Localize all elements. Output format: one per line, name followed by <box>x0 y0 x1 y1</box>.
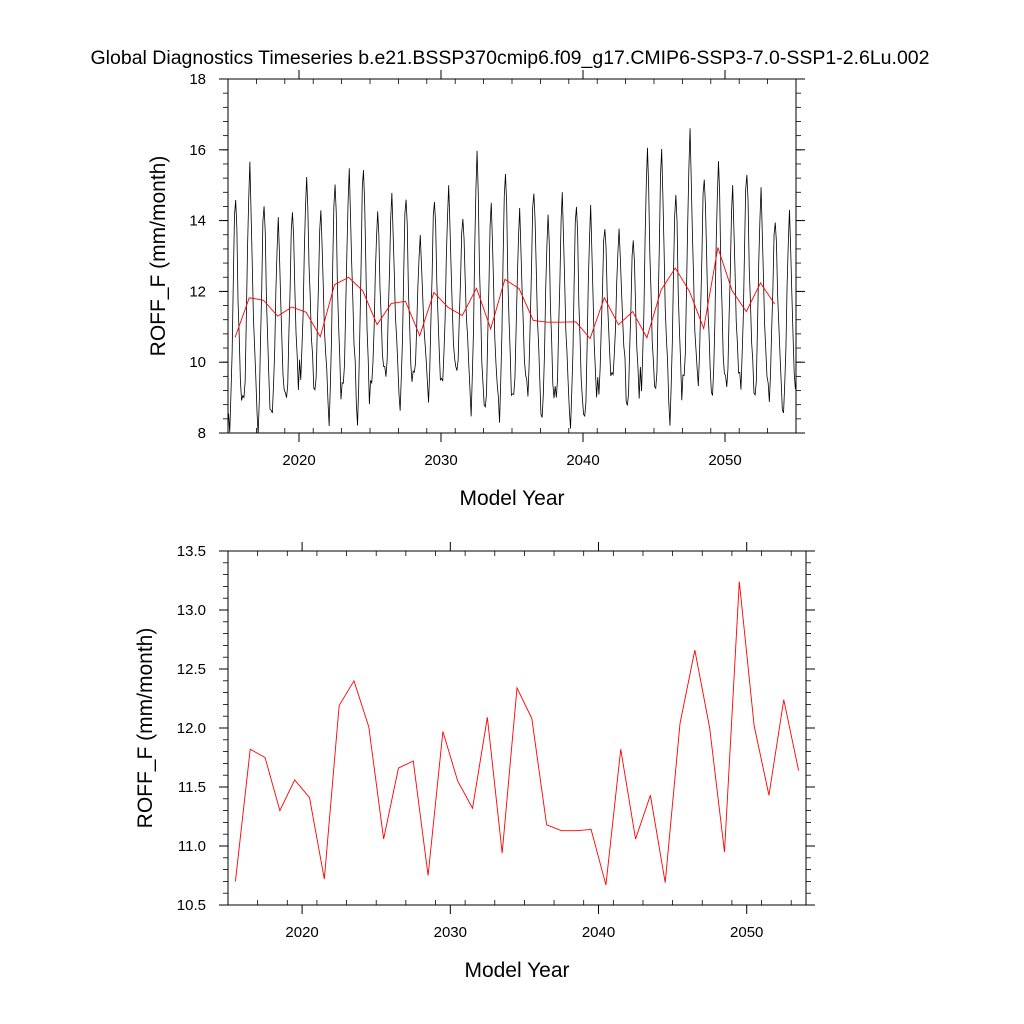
top-y-tick-label: 14 <box>189 213 206 230</box>
top-y-tick-label: 10 <box>189 354 206 371</box>
top-series-line-monthly <box>228 128 796 433</box>
bottom-plot-area <box>234 581 800 886</box>
top-x-tick-label: 2040 <box>566 452 599 469</box>
top-y-tick-label: 12 <box>189 283 206 300</box>
bottom-x-minor-ticks <box>223 550 811 906</box>
top-plot-area <box>228 128 796 433</box>
top-panel: 2020 2030 2040 2050 8 10 12 14 16 18 Model Year ROF… <box>147 70 805 510</box>
bottom-x-axis-label: Model Year <box>464 959 569 982</box>
top-x-tick-label: 2030 <box>424 452 457 469</box>
bottom-x-tick-label: 2020 <box>285 924 318 941</box>
bottom-series-line-annual <box>234 581 800 886</box>
bottom-y-tick-label: 11.5 <box>178 779 206 796</box>
bottom-y-tick-label: 12.0 <box>177 720 206 737</box>
top-x-minor-ticks <box>223 78 801 434</box>
figure-title: Global Diagnostics Timeseries b.e21.BSSP… <box>91 47 930 69</box>
bottom-y-tick-label: 11.0 <box>178 838 206 855</box>
top-x-tick-label: 2050 <box>708 452 741 469</box>
top-series-line-annual <box>234 247 776 340</box>
bottom-x-tick-label: 2050 <box>730 924 763 941</box>
top-x-tick-label: 2020 <box>282 452 315 469</box>
bottom-y-tick-label: 13.5 <box>177 543 206 560</box>
bottom-y-axis-label: ROFF_F (mm/month) <box>134 628 157 829</box>
top-y-tick-label: 16 <box>189 142 206 159</box>
top-y-axis-label: ROFF_F (mm/month) <box>147 156 170 357</box>
bottom-y-tick-label: 10.5 <box>177 897 206 914</box>
top-y-tick-label: 8 <box>198 425 206 442</box>
bottom-x-tick-label: 2030 <box>434 924 467 941</box>
bottom-x-tick-label: 2040 <box>582 924 615 941</box>
bottom-plot-frame <box>227 550 807 906</box>
bottom-y-tick-label: 13.0 <box>177 602 206 619</box>
bottom-panel: 2020 2030 2040 2050 10.5 11.0 11.5 12.0 12.5 13.0… <box>134 542 815 982</box>
top-y-tick-label: 18 <box>189 71 206 88</box>
bottom-y-tick-label: 12.5 <box>177 661 206 678</box>
top-x-axis-label: Model Year <box>459 487 564 510</box>
